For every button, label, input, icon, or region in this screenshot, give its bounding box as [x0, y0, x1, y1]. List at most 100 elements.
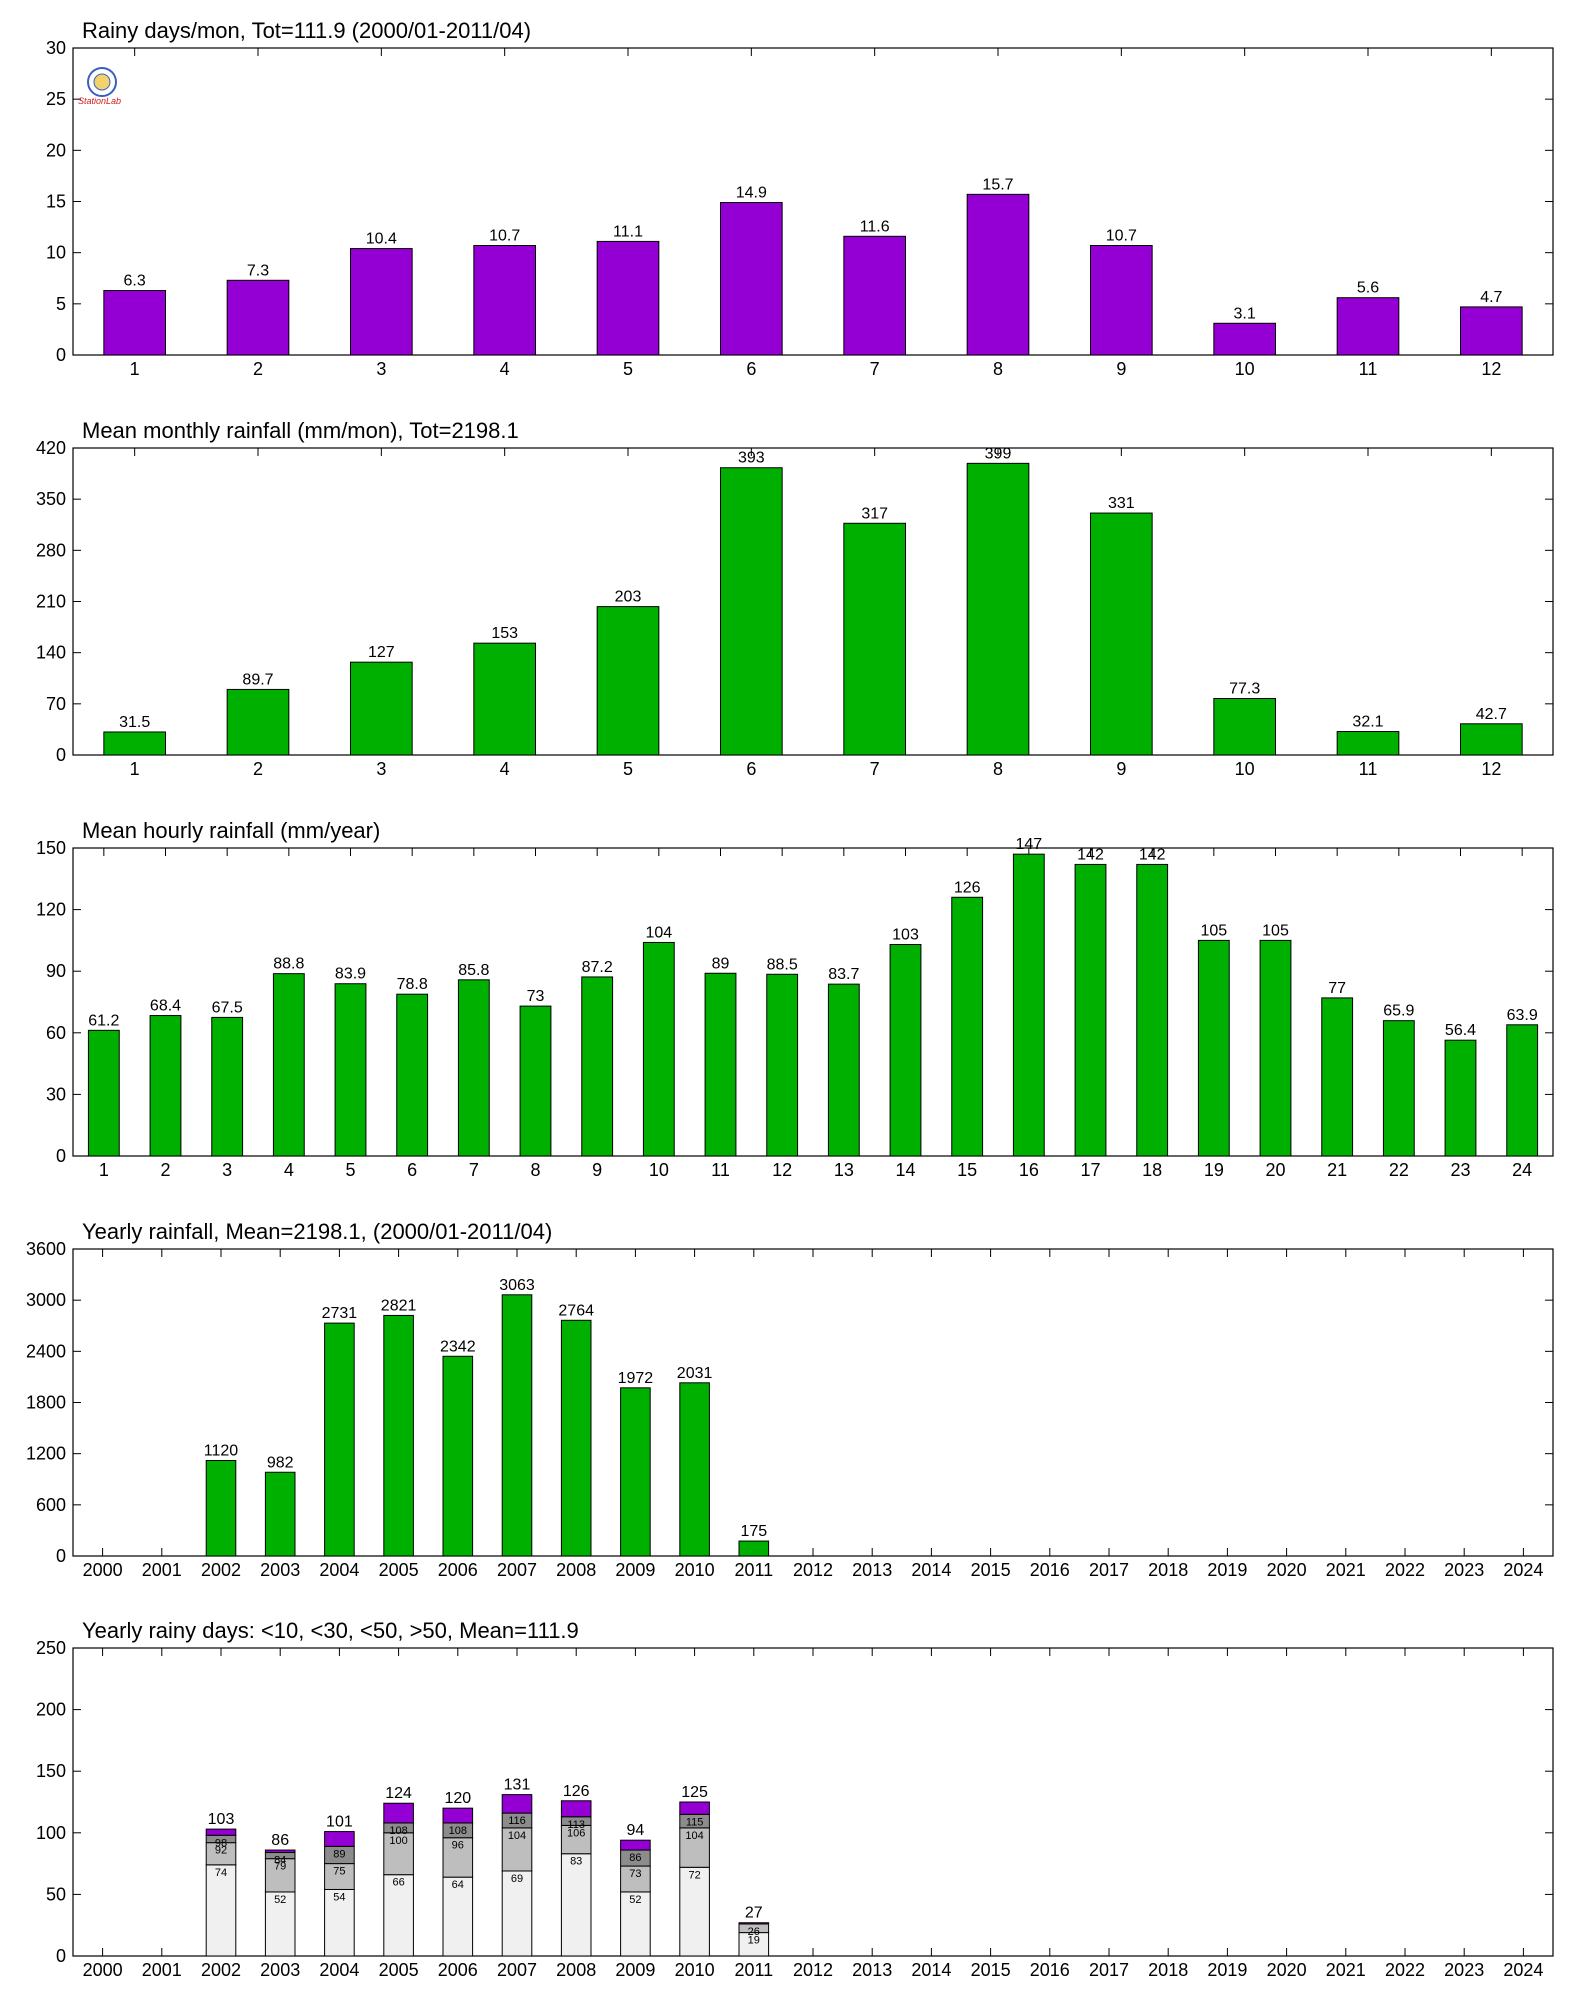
- chart-title: Rainy days/mon, Tot=111.9 (2000/01-2011/…: [82, 18, 531, 43]
- x-tick-label: 10: [1235, 759, 1255, 779]
- y-tick-label: 1800: [26, 1393, 66, 1413]
- segment-boundary-label: 104: [685, 1830, 703, 1842]
- x-tick-label: 10: [649, 1160, 669, 1180]
- x-tick-label: 2003: [260, 1960, 300, 1980]
- x-tick-label: 11: [1359, 759, 1378, 779]
- x-tick-label: 14: [895, 1160, 915, 1180]
- bar: [87, 1029, 120, 1157]
- bar: [103, 290, 167, 356]
- chart-panel-4: Yearly rainfall, Mean=2198.1, (2000/01-2…: [26, 1219, 1554, 1580]
- segment-boundary-label: 72: [688, 1869, 700, 1881]
- bar-value-label: 203: [615, 589, 642, 606]
- y-tick-label: 0: [56, 1146, 66, 1166]
- segment-boundary-label: 116: [508, 1815, 526, 1827]
- bar-value-label: 399: [985, 445, 1012, 462]
- stack-segment-2: [620, 1865, 651, 1893]
- station-lab-logo: StationLab: [78, 67, 121, 106]
- bar: [738, 1540, 770, 1557]
- chart-title: Mean monthly rainfall (mm/mon), Tot=2198…: [82, 418, 519, 443]
- bar-value-label: 105: [1262, 922, 1289, 939]
- bar: [1090, 245, 1153, 356]
- bar: [334, 983, 367, 1157]
- x-tick-label: 9: [1116, 359, 1126, 379]
- bar-value-label: 10.7: [489, 228, 520, 245]
- bar-value-label: 14.9: [736, 185, 767, 202]
- bar-value-label: 317: [861, 505, 888, 522]
- x-tick-label: 2016: [1030, 1960, 1070, 1980]
- x-tick-label: 6: [407, 1160, 417, 1180]
- stack-segment-1: [324, 1888, 355, 1957]
- bar: [205, 1459, 237, 1557]
- stack-segment-4: [324, 1831, 355, 1847]
- segment-boundary-label: 113: [567, 1819, 585, 1831]
- bar-value-label: 11.1: [613, 223, 643, 240]
- bar-value-label: 1120: [204, 1442, 239, 1459]
- x-tick-label: 8: [530, 1160, 540, 1180]
- x-tick-label: 2007: [497, 1560, 537, 1580]
- bar: [1336, 731, 1400, 756]
- bar-value-label: 2342: [440, 1338, 476, 1355]
- x-tick-label: 2015: [971, 1960, 1011, 1980]
- x-tick-label: 9: [1116, 759, 1126, 779]
- y-tick-label: 0: [56, 745, 66, 765]
- y-tick-label: 30: [46, 38, 66, 58]
- x-tick-label: 2021: [1326, 1560, 1366, 1580]
- bar-value-label: 83.7: [828, 966, 859, 983]
- bar: [149, 1015, 182, 1157]
- x-tick-label: 20: [1265, 1160, 1285, 1180]
- bar-value-label: 147: [1015, 836, 1042, 853]
- x-tick-label: 2023: [1444, 1560, 1484, 1580]
- bar-value-label: 142: [1139, 846, 1166, 863]
- x-tick-label: 8: [993, 759, 1003, 779]
- y-tick-label: 3000: [26, 1290, 66, 1310]
- x-tick-label: 2000: [83, 1960, 123, 1980]
- bar-value-label: 3063: [499, 1277, 535, 1294]
- chart-panel-1: Rainy days/mon, Tot=111.9 (2000/01-2011/…: [46, 18, 1554, 379]
- segment-boundary-label: 108: [449, 1825, 467, 1837]
- x-tick-label: 2022: [1385, 1560, 1425, 1580]
- x-tick-label: 2004: [319, 1560, 359, 1580]
- x-tick-label: 5: [345, 1160, 355, 1180]
- bar-value-label: 67.5: [212, 999, 243, 1016]
- x-tick-label: 2002: [201, 1560, 241, 1580]
- segment-boundary-label: 108: [389, 1825, 407, 1837]
- bar-value-label: 105: [1200, 922, 1227, 939]
- y-tick-label: 0: [56, 345, 66, 365]
- x-tick-label: 2023: [1444, 1960, 1484, 1980]
- bar: [966, 462, 1030, 756]
- chart-title: Mean hourly rainfall (mm/year): [82, 818, 380, 843]
- bar: [1136, 863, 1169, 1157]
- x-tick-label: 15: [957, 1160, 977, 1180]
- x-tick-label: 2019: [1207, 1960, 1247, 1980]
- bar-value-label: 68.4: [150, 998, 181, 1015]
- plot-frame: [72, 47, 1554, 356]
- stack-segment-4: [738, 1922, 770, 1925]
- segment-boundary-label: 69: [511, 1873, 523, 1885]
- bar-value-label: 142: [1077, 846, 1104, 863]
- stack-segment-1: [679, 1866, 710, 1957]
- bar-value-label: 87.2: [582, 959, 613, 976]
- x-tick-label: 22: [1389, 1160, 1409, 1180]
- stack-segment-2: [264, 1858, 296, 1893]
- x-tick-label: 1: [130, 759, 140, 779]
- x-tick-label: 3: [376, 759, 386, 779]
- bar-value-label: 5.6: [1357, 280, 1379, 297]
- bar-value-label: 2731: [322, 1305, 358, 1322]
- bar-value-label: 89: [712, 955, 730, 972]
- x-tick-label: 11: [1359, 359, 1378, 379]
- x-tick-label: 18: [1142, 1160, 1162, 1180]
- x-tick-label: 2005: [379, 1560, 419, 1580]
- y-tick-label: 250: [36, 1638, 66, 1658]
- bar: [951, 896, 984, 1157]
- x-tick-label: 2: [253, 759, 263, 779]
- y-tick-label: 140: [36, 643, 66, 663]
- bar: [457, 979, 490, 1157]
- x-tick-label: 3: [222, 1160, 232, 1180]
- y-tick-label: 210: [36, 592, 66, 612]
- x-tick-label: 2006: [438, 1960, 478, 1980]
- stack-segment-2: [560, 1824, 592, 1855]
- bar: [103, 731, 167, 756]
- segment-boundary-label: 86: [629, 1852, 641, 1864]
- bar: [396, 993, 429, 1157]
- bar: [350, 661, 413, 756]
